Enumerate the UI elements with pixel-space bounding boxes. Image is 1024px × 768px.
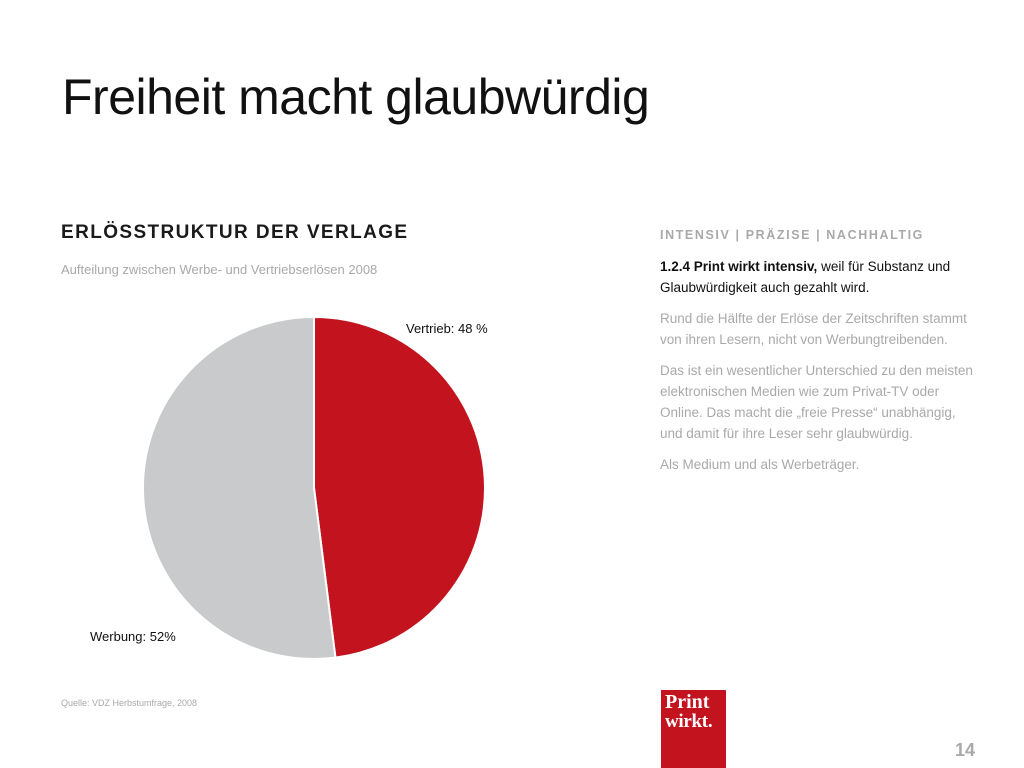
lead-paragraph: 1.2.4 Print wirkt intensiv, weil für Sub… (660, 256, 980, 298)
pie-slice-vertrieb (313, 315, 486, 659)
page-number: 14 (955, 740, 976, 760)
tagline: INTENSIV | PRÄZISE | NACHHALTIG (660, 228, 925, 242)
paragraph-2: Das ist ein wesentlicher Unterschied zu … (660, 363, 973, 441)
lead-bold: 1.2.4 Print wirkt intensiv, (660, 259, 818, 274)
logo-line-2: wirkt. (665, 711, 713, 732)
pie-slice-werbung (141, 315, 337, 660)
slide-title: Freiheit macht glaubwürdig (62, 69, 650, 125)
source-note: Quelle: VDZ Herbstumfrage, 2008 (61, 698, 198, 708)
slice-label-vertrieb: Vertrieb: 48 % (406, 321, 488, 336)
pie-chart (141, 315, 486, 660)
paragraph-1: Rund die Hälfte der Erlöse der Zeitschri… (660, 311, 967, 347)
lead-text: weil für Substanz und Glaubwürdigkeit au… (660, 259, 951, 295)
chart-heading: ERLÖSSTRUKTUR DER VERLAGE (61, 222, 409, 243)
print-wirkt-logo: Print wirkt. (661, 690, 726, 768)
logo-line-1: Print (665, 691, 710, 713)
paragraph-3: Als Medium und als Werbeträger. (660, 457, 860, 472)
sidebar-text: INTENSIV | PRÄZISE | NACHHALTIG 1.2.4 Pr… (660, 228, 980, 485)
chart-subheading: Aufteilung zwischen Werbe- und Vertriebs… (61, 262, 378, 277)
slice-label-werbung: Werbung: 52% (90, 629, 176, 644)
